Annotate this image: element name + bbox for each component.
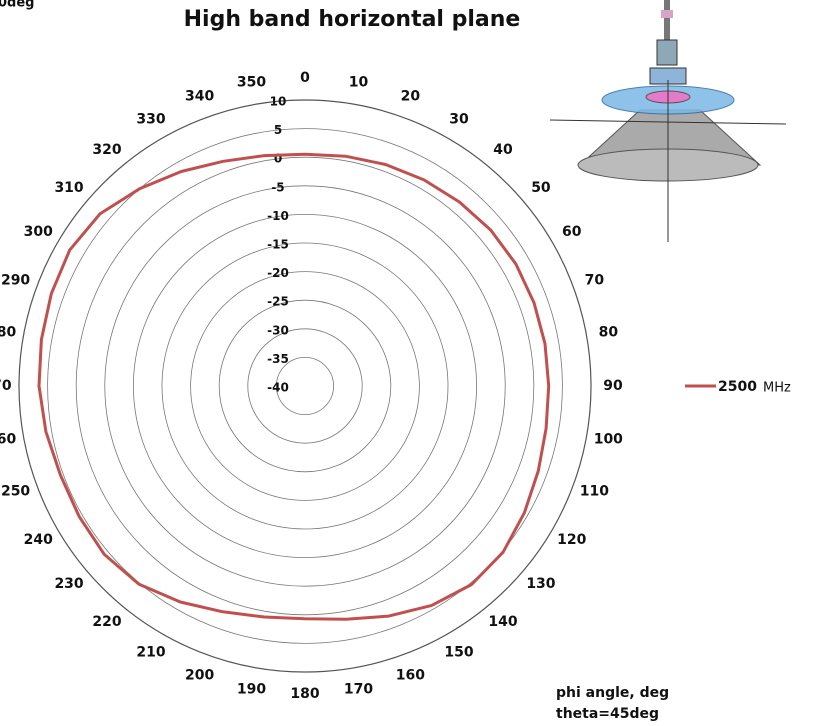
- r-tick-label: 10: [270, 95, 287, 109]
- grid-ring: [18, 99, 592, 673]
- angle-label: 180: [290, 686, 319, 702]
- angle-label: 250: [1, 483, 30, 499]
- grid-ring: [75, 156, 535, 616]
- grid: [18, 99, 592, 673]
- legend: 2500 MHz: [685, 379, 791, 396]
- angle-label: 230: [54, 576, 83, 592]
- r-tick-label: -30: [267, 323, 289, 337]
- angle-label: 270: [0, 378, 12, 394]
- angle-label: 110: [580, 483, 609, 499]
- r-tick-label: -40: [267, 381, 289, 395]
- angle-label: 10: [349, 75, 369, 91]
- angle-label: 80: [599, 325, 619, 341]
- grid-ring: [190, 271, 420, 501]
- angle-label: 160: [396, 667, 425, 683]
- grid-ring: [218, 299, 392, 473]
- r-tick-label: -20: [267, 266, 289, 280]
- series-line: [37, 152, 551, 621]
- angle-label: 20: [401, 89, 421, 105]
- angle-label: 210: [136, 645, 165, 661]
- corner-note: 0deg: [0, 0, 34, 11]
- angle-label: 140: [488, 614, 517, 630]
- angle-label: 50: [531, 180, 551, 196]
- angle-label: 200: [185, 667, 214, 683]
- grid-ring: [247, 328, 363, 444]
- angle-label: 240: [24, 532, 53, 548]
- angle-label: 150: [444, 645, 473, 661]
- r-tick-label: -10: [267, 209, 289, 223]
- angle-label: 120: [557, 532, 586, 548]
- footnote: phi angle, deg: [556, 685, 669, 701]
- angle-label: 100: [594, 431, 623, 447]
- grid-ring: [104, 185, 506, 587]
- angle-label: 0: [300, 70, 310, 86]
- angle-label: 260: [0, 431, 17, 447]
- angle-label: 290: [1, 273, 30, 289]
- grid-ring: [132, 213, 478, 559]
- angle-label: 170: [344, 681, 373, 697]
- angle-label: 130: [526, 576, 555, 592]
- chart-title: High band horizontal plane: [184, 7, 521, 32]
- angle-label: 340: [185, 89, 214, 105]
- r-tick-label: -35: [267, 352, 289, 366]
- angle-label: 60: [562, 224, 582, 240]
- angle-label: 320: [92, 142, 121, 158]
- angle-label: 90: [603, 378, 623, 394]
- r-tick-label: -15: [267, 238, 289, 252]
- angle-label: 30: [449, 111, 469, 127]
- r-tick-label: -25: [267, 295, 289, 309]
- grid-ring: [275, 356, 334, 415]
- angle-label: 280: [0, 325, 17, 341]
- angle-label: 220: [92, 614, 121, 630]
- grid-ring: [161, 242, 449, 530]
- legend-unit: MHz: [763, 381, 791, 396]
- angle-label: 300: [24, 224, 53, 240]
- antenna-illustration: [549, 0, 787, 242]
- angle-label: 70: [585, 273, 605, 289]
- r-tick-label: 5: [274, 123, 282, 137]
- grid-ring: [47, 128, 563, 644]
- r-tick-label: -5: [271, 180, 284, 194]
- legend-label: 2500: [718, 379, 757, 395]
- angle-label: 350: [237, 75, 266, 91]
- r-tick-label: 0: [274, 152, 282, 166]
- angle-label: 310: [54, 180, 83, 196]
- angle-label: 190: [237, 681, 266, 697]
- angle-label: 330: [136, 111, 165, 127]
- angle-label: 40: [493, 142, 513, 158]
- footnote: theta=45deg: [556, 706, 659, 722]
